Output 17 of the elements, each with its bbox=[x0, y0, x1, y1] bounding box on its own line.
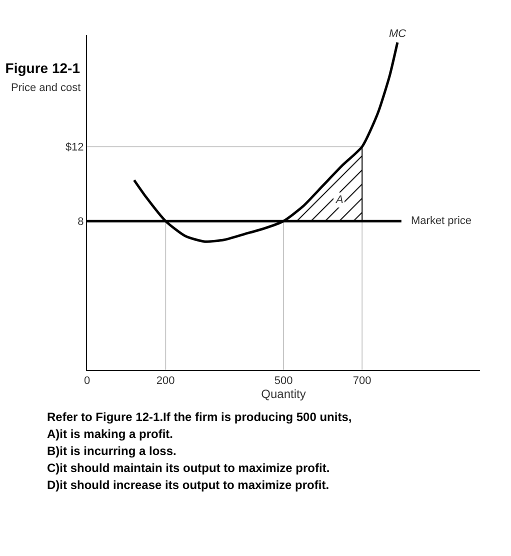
annotation: MC bbox=[389, 28, 406, 40]
y-tick-label: $12 bbox=[65, 142, 84, 154]
y-axis-title: Price and cost bbox=[11, 82, 81, 94]
x-tick-label: 0 bbox=[84, 375, 90, 388]
x-tick-label: 500 bbox=[274, 375, 293, 388]
text: B)it is incurring a loss. bbox=[47, 444, 176, 458]
text: D)it should increase its output to maximize profit. bbox=[47, 478, 330, 492]
text: C)it should maintain its output to maximize profit. bbox=[47, 461, 330, 475]
x-tick-label: 700 bbox=[352, 375, 372, 388]
series-label: A bbox=[335, 194, 344, 206]
ref-line-label: Market price bbox=[411, 215, 472, 227]
text: A)it is making a profit. bbox=[47, 427, 174, 441]
y-tick-label: 8 bbox=[78, 216, 84, 228]
x-axis-title: Quantity bbox=[261, 387, 306, 402]
x-tick-label: 200 bbox=[156, 375, 175, 388]
text: Figure 12-1 bbox=[5, 60, 80, 76]
text: Refer to Figure 12-1.If the firm is producing 500 units, bbox=[47, 410, 352, 424]
